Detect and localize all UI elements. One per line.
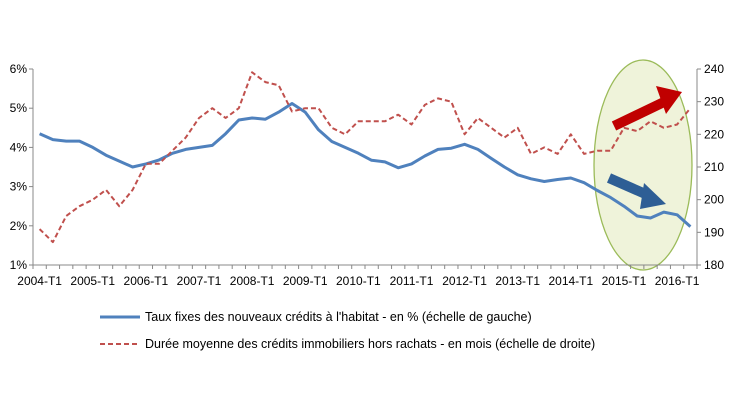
x-tick-label: 2012-T1 bbox=[442, 274, 487, 288]
legend: Taux fixes des nouveaux crédits à l'habi… bbox=[100, 310, 595, 351]
x-tick-label: 2014-T1 bbox=[548, 274, 593, 288]
y-right-tick-label: 180 bbox=[704, 258, 724, 272]
series-line-0 bbox=[38, 102, 692, 228]
x-tick-label: 2004-T1 bbox=[17, 274, 62, 288]
blue-down-arrow-icon bbox=[606, 173, 666, 209]
y-right-tick-label: 220 bbox=[704, 127, 724, 141]
series-layer bbox=[38, 71, 692, 244]
y-right-tick-label: 210 bbox=[704, 160, 724, 174]
x-tick-label: 2009-T1 bbox=[283, 274, 328, 288]
y-left-tick-label: 3% bbox=[10, 180, 28, 194]
y-left-tick-label: 1% bbox=[10, 258, 28, 272]
x-tick-label: 2007-T1 bbox=[177, 274, 222, 288]
y-right-tick-label: 200 bbox=[704, 193, 724, 207]
x-tick-label: 2011-T1 bbox=[390, 274, 434, 288]
red-up-arrow-icon bbox=[611, 86, 682, 131]
series-line-1 bbox=[38, 71, 692, 244]
x-tick-label: 2015-T1 bbox=[602, 274, 647, 288]
y-left-tick-label: 2% bbox=[10, 219, 28, 233]
y-left-tick-label: 6% bbox=[10, 62, 28, 76]
x-tick-label: 2013-T1 bbox=[495, 274, 540, 288]
legend-label-duree: Durée moyenne des crédits immobiliers ho… bbox=[145, 337, 595, 351]
y-right-tick-label: 190 bbox=[704, 225, 724, 239]
highlight-ellipse bbox=[593, 59, 693, 271]
x-tick-label: 2008-T1 bbox=[230, 274, 275, 288]
y-left-tick-label: 5% bbox=[10, 101, 28, 115]
x-tick-label: 2006-T1 bbox=[124, 274, 169, 288]
y-right-tick-label: 230 bbox=[704, 95, 724, 109]
axes: 1% 2% 3% 4% 5% 6% 180 190 200 210 220 230 240 2004-T1… bbox=[10, 62, 725, 288]
y-right-tick-label: 240 bbox=[704, 62, 724, 76]
x-tick-label: 2016-T1 bbox=[655, 274, 700, 288]
x-tick-label: 2005-T1 bbox=[70, 274, 115, 288]
y-left-tick-label: 4% bbox=[10, 140, 28, 154]
legend-label-taux: Taux fixes des nouveaux crédits à l'habi… bbox=[145, 310, 532, 324]
x-tick-label: 2010-T1 bbox=[336, 274, 381, 288]
